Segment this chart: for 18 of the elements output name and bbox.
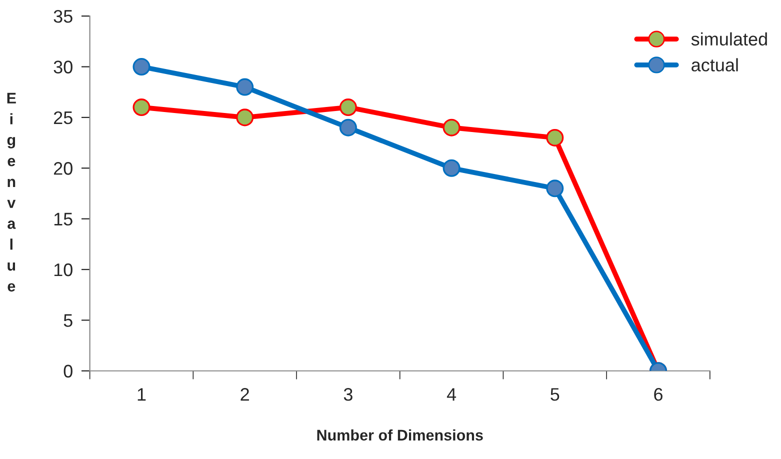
x-axis-title: Number of Dimensions	[317, 429, 483, 441]
x-tick-label: 6	[654, 388, 662, 401]
y-tick-label: 0	[64, 364, 72, 378]
legend-label: simulated	[691, 32, 767, 46]
y-tick-label: 30	[54, 60, 72, 74]
x-tick-label: 5	[550, 388, 560, 401]
text: Eigenvalue	[7, 92, 16, 292]
y-tick-label: 35	[54, 10, 72, 23]
x-tick-label: 4	[446, 388, 456, 401]
y-tick-label: 5	[64, 314, 72, 327]
y-tick-label: 15	[54, 212, 72, 226]
x-tick-label: 1	[138, 388, 146, 401]
y-tick-label: 20	[54, 162, 72, 175]
legend-label: actual	[692, 58, 738, 72]
x-tick-label: 3	[344, 388, 352, 401]
x-tick-label: 2	[240, 388, 249, 401]
y-tick-label: 10	[54, 263, 72, 276]
y-tick-label: 25	[54, 111, 72, 124]
